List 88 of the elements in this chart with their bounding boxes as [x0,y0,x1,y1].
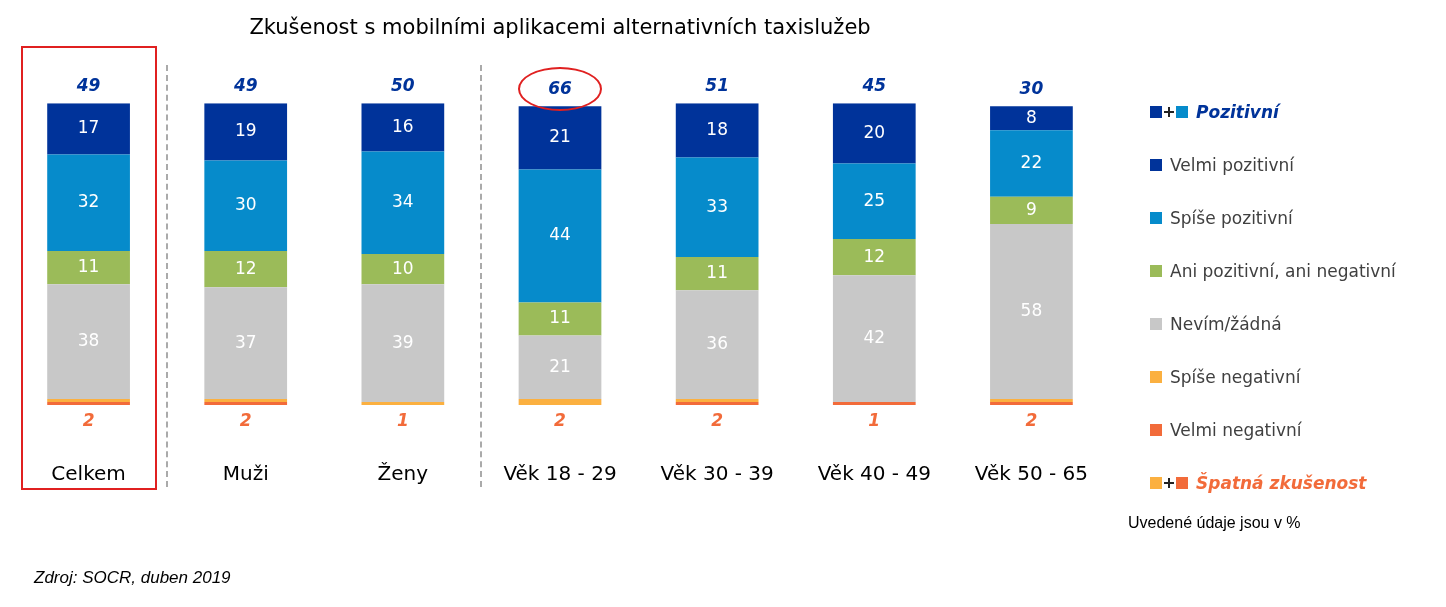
annotation: 2 [239,410,252,431]
legend-label: Spíše pozitivní [1170,208,1293,228]
x-tick-label: Věk 18 - 29 [503,461,617,486]
annotation: 45 [861,74,887,95]
legend-label: Velmi pozitivní [1170,155,1294,175]
bar [990,106,1073,131]
bar [361,284,445,402]
bar [204,160,288,252]
bar [361,103,445,152]
data-label: 8 [1026,106,1037,127]
annotation: 49 [232,74,258,95]
bar [675,398,759,402]
bar [990,196,1073,224]
bar [832,239,916,276]
bar [47,398,130,402]
bar [675,157,759,258]
bar [675,257,759,291]
bar [518,169,602,303]
text: Zdroj: SOCR, duben 2019 [34,568,231,588]
bar [832,163,916,240]
bar [204,103,288,161]
data-label: 16 [392,115,414,136]
data-label: 21 [549,126,571,147]
bar [990,398,1073,402]
annotation: 2 [711,410,724,431]
data-label: 11 [77,256,100,277]
data-label: 22 [1020,151,1043,172]
x-tick-label: Celkem [51,461,126,486]
annotation: 1 [868,410,881,431]
bar [361,401,445,405]
annotation: 2 [1025,410,1038,431]
annotation: 2 [554,410,566,431]
x-tick-label: Věk 40 - 49 [817,461,931,486]
data-label: 33 [706,195,728,216]
bar [204,251,288,288]
bar [675,290,759,399]
data-label: 25 [863,189,886,210]
annotation: 49 [75,74,101,95]
x-tick-label: Ženy [377,461,429,486]
data-label: 34 [392,191,414,212]
data-label: 17 [77,117,100,138]
annotation: 30 [1019,77,1044,98]
bar [832,275,916,402]
data-label: 32 [77,191,100,212]
data-label: 11 [706,262,728,283]
legend-label: Velmi negativní [1170,420,1302,440]
text: Pozitivní [1196,102,1279,122]
legend-label: Nevím/žádná [1170,314,1282,334]
bar [518,106,602,170]
bar [47,103,130,155]
legend-label: Spíše negativní [1170,367,1301,387]
bar [47,284,130,399]
data-label: 19 [234,120,257,141]
x-tick-label: Věk 50 - 65 [974,461,1089,486]
bar [204,398,288,402]
annotation: 2 [82,410,95,431]
bar [832,401,916,405]
data-label: 44 [549,224,571,245]
data-label: 11 [549,307,571,328]
x-tick-label: Muži [222,461,269,486]
text: Uvedené údaje jsou v % [1128,514,1301,532]
annotation: 50 [391,74,415,95]
annotation: 51 [705,74,729,95]
bar [675,103,759,158]
bar [361,151,445,255]
bar [990,223,1073,399]
data-label: 18 [706,118,728,139]
data-label: 30 [234,194,257,215]
bar [47,251,130,285]
data-label: 10 [392,257,414,278]
text: Špatná zkušenost [1196,473,1367,493]
data-label: 9 [1026,198,1037,219]
bar [990,130,1073,197]
data-label: 12 [234,257,257,278]
bar [518,398,602,405]
bar [361,254,445,285]
x-tick-label: Věk 30 - 39 [660,461,774,486]
bar [204,287,288,399]
chart-title: Zkušenost s mobilními aplikacemi alternativních taxislužeb [249,15,871,40]
bar [518,335,602,399]
annotation: 66 [548,77,572,98]
legend-label: Ani pozitivní, ani negativní [1170,261,1396,281]
data-label: 12 [863,245,886,266]
bar [47,154,130,252]
data-label: 20 [863,121,886,142]
annotation: 1 [396,410,409,431]
bar [518,302,602,336]
bar [832,103,916,164]
